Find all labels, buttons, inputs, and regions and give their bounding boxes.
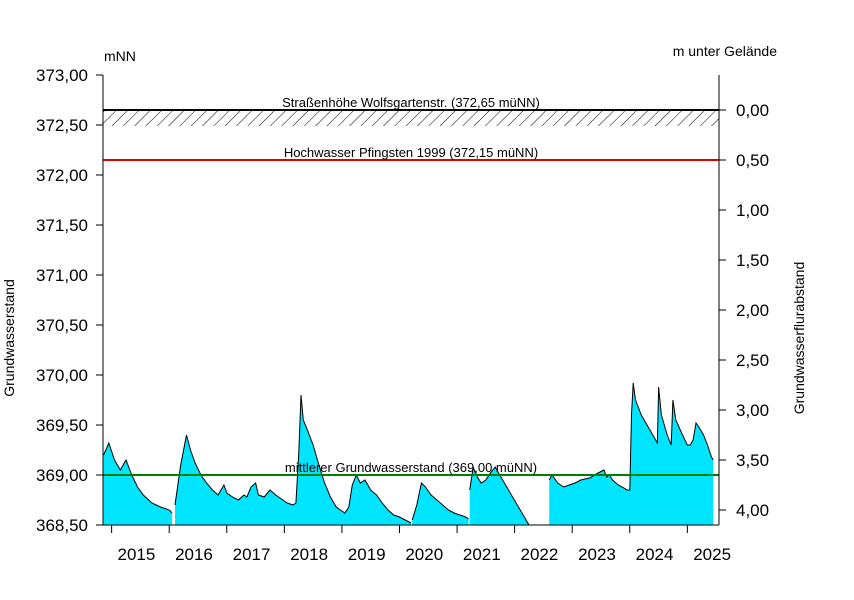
left-tick-label: 370,50 xyxy=(36,316,88,335)
left-tick-label: 372,50 xyxy=(36,116,88,135)
groundwater-line-3 xyxy=(411,481,469,521)
right-tick-label: 0,50 xyxy=(736,151,769,170)
right-tick-label: 1,50 xyxy=(736,251,769,270)
groundwater-line-4 xyxy=(469,466,530,526)
groundwater-area-1 xyxy=(103,443,173,525)
x-axis-ticks: 2015 2016 2017 2018 2019 2020 2021 2022 2023 2024… xyxy=(111,525,731,564)
left-tick-label: 372,00 xyxy=(36,166,88,185)
x-tick-label: 2017 xyxy=(233,545,271,564)
right-axis-title: Grundwasserflurabstand xyxy=(791,262,807,415)
left-tick-label: 371,50 xyxy=(36,216,88,235)
groundwater-line-1 xyxy=(103,441,173,514)
groundwater-area-5 xyxy=(549,383,714,525)
right-tick-label: 2,50 xyxy=(736,351,769,370)
groundwater-line-2 xyxy=(174,394,412,524)
left-unit-label: mNN xyxy=(104,48,136,64)
x-tick-label: 2024 xyxy=(636,545,674,564)
groundwater-area-2 xyxy=(175,395,411,525)
left-tick-label: 370,00 xyxy=(36,366,88,385)
x-tick-label: 2016 xyxy=(175,545,213,564)
x-tick-label: 2018 xyxy=(290,545,328,564)
left-tick-label: 369,00 xyxy=(36,466,88,485)
x-tick-label: 2021 xyxy=(463,545,501,564)
street-level-hatch xyxy=(103,110,719,126)
left-axis-ticks: 373,00 372,50 372,00 371,50 371,00 370,50 370,… xyxy=(36,66,103,535)
x-tick-label: 2023 xyxy=(578,545,616,564)
x-tick-label: 2025 xyxy=(693,545,731,564)
left-tick-label: 371,00 xyxy=(36,266,88,285)
right-tick-label: 1,00 xyxy=(736,201,769,220)
right-tick-label: 2,00 xyxy=(736,301,769,320)
x-tick-label: 2019 xyxy=(348,545,386,564)
left-tick-label: 369,50 xyxy=(36,416,88,435)
left-tick-label: 373,00 xyxy=(36,66,88,85)
right-unit-label: m unter Gelände xyxy=(673,43,777,59)
x-tick-label: 2015 xyxy=(118,545,156,564)
reference-label-3: mittlerer Grundwasserstand (369,00 müNN) xyxy=(285,460,537,475)
reference-label-1: Straßenhöhe Wolfsgartenstr. (372,65 müNN… xyxy=(282,95,540,110)
left-axis-title: Grundwasserstand xyxy=(1,279,17,397)
right-axis-ticks: 0,00 0,50 1,00 1,50 2,00 2,50 3,00 3,50 4,00 xyxy=(719,101,769,520)
groundwater-line-5 xyxy=(548,382,714,491)
reference-lines-layer: Straßenhöhe Wolfsgartenstr. (372,65 müNN… xyxy=(103,95,719,476)
groundwater-area-layer xyxy=(103,382,714,526)
right-tick-label: 4,00 xyxy=(736,501,769,520)
groundwater-area-4 xyxy=(469,467,529,525)
x-tick-label: 2020 xyxy=(405,545,443,564)
left-tick-label: 368,50 xyxy=(36,516,88,535)
right-tick-label: 3,00 xyxy=(736,401,769,420)
x-tick-label: 2022 xyxy=(520,545,558,564)
right-tick-label: 0,00 xyxy=(736,101,769,120)
right-tick-label: 3,50 xyxy=(736,451,769,470)
groundwater-area-3 xyxy=(412,483,469,525)
reference-label-2: Hochwasser Pfingsten 1999 (372,15 müNN) xyxy=(284,145,538,160)
